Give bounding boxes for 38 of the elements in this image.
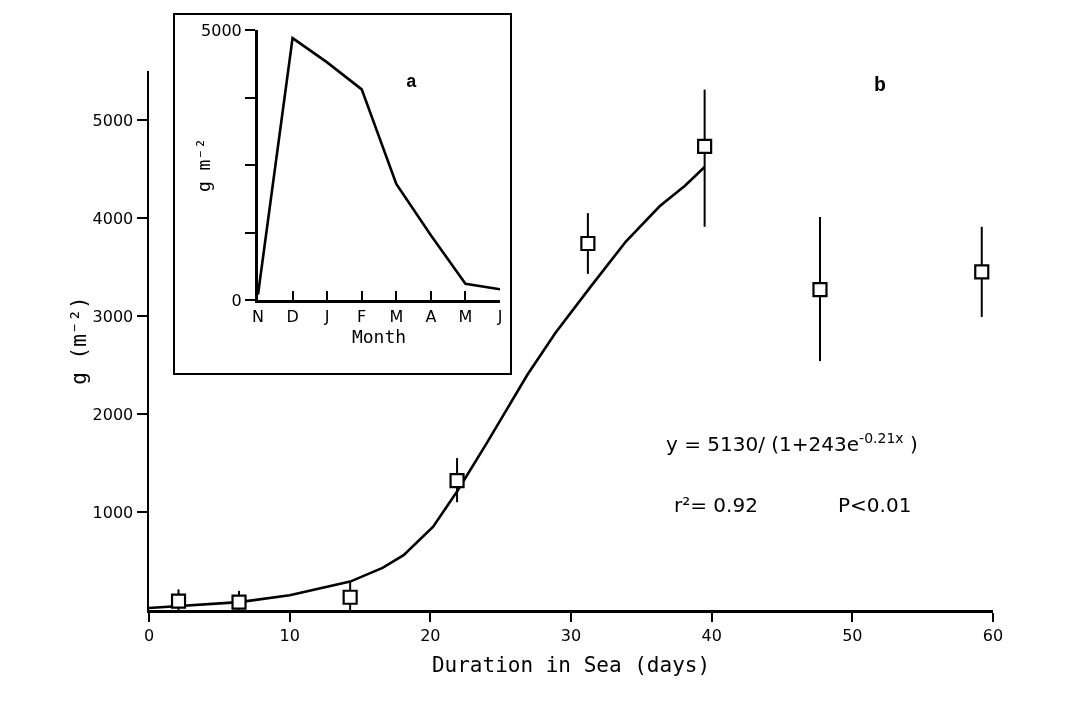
x-tick-label: M [389,307,404,327]
x-tick-label: 20 [420,625,441,645]
x-axis-title: Duration in Sea (days) [431,653,711,678]
y-tick-label: 5000 [92,110,134,130]
point [812,281,828,298]
point [974,264,990,280]
x-tick-label: 40 [701,625,722,645]
y-axis-title: g (m⁻²) [66,296,91,385]
y-tick-label: 3000 [92,306,134,326]
x-tick-label: N [252,307,264,327]
y-tick-label: 2000 [92,404,134,424]
annotation: P<0.01 [838,493,912,517]
x-axis-title: Month [351,326,407,348]
point [697,138,713,155]
x-tick-label: D [286,307,299,327]
y-tick-label: 5000 [201,20,242,40]
point [170,593,187,609]
x-tick-label: J [323,307,330,327]
annotation: r²= 0.92 [674,493,758,517]
x-tick-label: 60 [982,625,1004,645]
y-tick-label: 4000 [92,208,134,228]
y-axis-title: g m⁻² [193,137,214,193]
point [580,235,596,252]
point [342,589,358,605]
point [449,473,465,489]
x-tick-label: 30 [560,625,582,645]
x-tick-label: 0 [143,625,155,645]
annotation: b [874,74,887,97]
x-tick-label: F [357,307,367,327]
x-tick-label: A [425,307,437,327]
y-tick-label: 1000 [92,502,134,522]
point [231,594,247,610]
x-tick-label: M [458,307,473,327]
x-tick-label: J [496,307,503,327]
annotation: y = 5130/ (1+243e$^{-0.21x}$ ) [666,430,918,457]
annotation: a [406,72,417,92]
x-tick-label: 50 [842,625,863,645]
x-tick-label: 10 [279,625,300,645]
